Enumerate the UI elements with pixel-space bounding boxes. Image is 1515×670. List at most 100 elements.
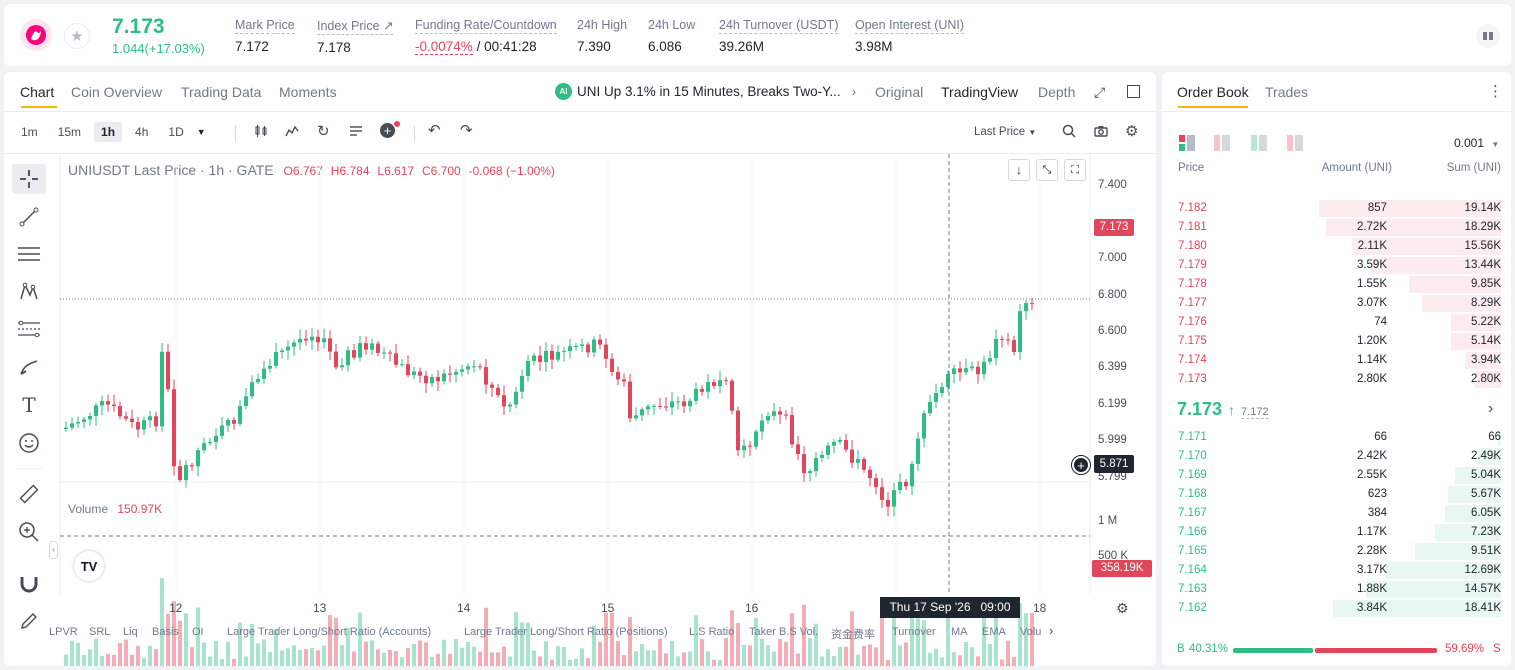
indicator-large-trader-positions[interactable]: Large Trader Long/Short Ratio (Positions… [464,626,668,638]
ask-row[interactable]: 7.174 1.14K 3.94K [1162,351,1511,370]
collapse-icon[interactable]: ⤡ [1036,159,1058,181]
crosshair-tool-icon[interactable] [12,164,46,194]
refresh-icon[interactable]: ↻ [317,123,330,140]
camera-icon[interactable] [1094,124,1108,143]
ask-row[interactable]: 7.177 3.07K 8.29K [1162,294,1511,313]
zoom-in-icon[interactable] [12,517,46,547]
ask-row[interactable]: 7.173 2.80K 2.80K [1162,370,1511,389]
add-indicator-icon[interactable]: + [380,123,395,138]
template-icon[interactable] [349,124,363,143]
view-tradingview[interactable]: TradingView [941,84,1019,100]
tab-order-book[interactable]: Order Book [1177,84,1249,100]
ask-row[interactable]: 7.178 1.55K 9.85K [1162,275,1511,294]
bid-row[interactable]: 7.167 384 6.05K [1162,504,1511,523]
indicator-lpvr[interactable]: LPVR [49,626,78,638]
chevron-right-icon[interactable]: › [1049,623,1054,638]
mid-price[interactable]: 7.173 ↑ 7.172 [1177,399,1269,420]
chart-settings-icon[interactable]: ⚙ [1116,600,1129,616]
ask-row[interactable]: 7.175 1.20K 5.14K [1162,332,1511,351]
tab-trades[interactable]: Trades [1265,84,1309,100]
layout-both-icon[interactable] [1179,135,1195,156]
view-depth[interactable]: Depth [1038,84,1076,100]
bid-amount: 384 [1367,507,1387,519]
ask-row[interactable]: 7.179 3.59K 13.44K [1162,256,1511,275]
settings-gear-icon[interactable]: ⚙ [1125,123,1139,140]
bid-row[interactable]: 7.168 623 5.67K [1162,485,1511,504]
fullscreen-icon[interactable]: ⛶ [1064,159,1086,181]
indicator-ma[interactable]: MA [951,626,968,638]
search-icon[interactable] [1062,124,1076,143]
indicator-srl[interactable]: SRL [89,626,111,638]
bid-row[interactable]: 7.166 1.17K 7.23K [1162,523,1511,542]
pencil-lock-icon[interactable] [12,606,46,636]
layout-bids-icon[interactable] [1251,135,1267,156]
window-icon[interactable] [1127,85,1140,98]
bid-row[interactable]: 7.162 3.84K 18.41K [1162,599,1511,618]
tf-15m[interactable]: 15m [57,125,82,139]
tab-moments[interactable]: Moments [279,84,337,100]
ask-row[interactable]: 7.180 2.11K 15.56K [1162,237,1511,256]
horizontal-lines-icon[interactable] [12,239,46,269]
favorite-star-icon[interactable]: ★ [64,23,90,49]
layout-asks-only-icon[interactable] [1287,135,1303,156]
magnet-tool-icon[interactable] [12,568,46,598]
indicator-ema[interactable]: EMA [982,626,1006,638]
price-type-select[interactable]: Last Price ▼ [974,126,1036,138]
stat-index-price[interactable]: Index Price ↗ 7.178 [317,18,394,55]
indicator-liq[interactable]: Liq [123,626,138,638]
tab-trading-data[interactable]: Trading Data [181,84,262,100]
undo-icon[interactable]: ↶ [428,122,441,139]
tf-1m[interactable]: 1m [21,125,38,139]
redo-icon[interactable]: ↷ [460,122,473,139]
scroll-down-icon[interactable]: ↓ [1008,159,1030,181]
book-icon[interactable] [1476,24,1500,48]
layout-asks-icon[interactable] [1214,135,1230,156]
price-axis-label: 6.600 [1098,325,1127,337]
volume-bar [88,649,92,666]
ask-row[interactable]: 7.182 857 19.14K [1162,199,1511,218]
tf-4h[interactable]: 4h [135,125,149,139]
bid-sum: 2.49K [1470,450,1501,462]
tf-1h[interactable]: 1h [94,122,123,142]
indicator-volume[interactable]: Volu [1020,626,1042,638]
chevron-right-icon[interactable]: › [1488,400,1494,417]
fib-tool-icon[interactable] [12,314,46,344]
indicator-funding-rate[interactable]: 资金费率 [831,629,875,641]
bid-row[interactable]: 7.170 2.42K 2.49K [1162,447,1511,466]
news-ticker[interactable]: AI UNI Up 3.1% in 15 Minutes, Breaks Two… [555,83,856,100]
bid-row[interactable]: 7.171 66 66 [1162,428,1511,447]
indicator-turnover[interactable]: Turnover [892,626,936,638]
indicator-ls-ratio[interactable]: L.S Ratio [689,626,735,638]
chevron-down-icon[interactable]: ▼ [196,127,206,137]
indicator-large-trader-accounts[interactable]: Large Trader Long/Short Ratio (Accounts) [227,626,432,638]
ask-row[interactable]: 7.176 74 5.22K [1162,313,1511,332]
tf-1d[interactable]: 1D [168,125,184,139]
expand-icon[interactable]: ⤢ [1094,84,1106,100]
indicator-oi[interactable]: OI [192,626,204,638]
trend-line-icon[interactable] [12,202,46,232]
ruler-tool-icon[interactable] [12,479,46,509]
indicator-taker-vol[interactable]: Taker B.S Vol. [749,626,819,638]
ask-row[interactable]: 7.181 2.72K 18.29K [1162,218,1511,237]
bid-row[interactable]: 7.163 1.88K 14.57K [1162,580,1511,599]
add-alert-plus-icon[interactable]: + [1071,455,1091,475]
view-original[interactable]: Original [875,84,924,100]
pattern-tool-icon[interactable] [12,277,46,307]
indicator-icon[interactable] [285,124,299,143]
volume-bar [598,642,602,666]
indicator-basis[interactable]: Basis [152,626,179,638]
collapse-toolbar-icon[interactable]: ‹ [49,541,58,559]
tab-coin-overview[interactable]: Coin Overview [71,84,163,100]
brush-tool-icon[interactable] [12,352,46,382]
candle-type-icon[interactable] [254,124,268,143]
candlestick-chart[interactable] [4,154,1156,666]
bid-row[interactable]: 7.165 2.28K 9.51K [1162,542,1511,561]
precision-select[interactable]: 0.001 ▼ [1454,136,1499,150]
text-tool-icon[interactable]: T [22,393,36,417]
tab-chart[interactable]: Chart [20,84,55,100]
volume-bar [238,622,242,666]
bid-row[interactable]: 7.169 2.55K 5.04K [1162,466,1511,485]
more-options-icon[interactable]: ⋮ [1488,83,1503,100]
emoji-tool-icon[interactable] [12,428,46,458]
bid-row[interactable]: 7.164 3.17K 12.69K [1162,561,1511,580]
